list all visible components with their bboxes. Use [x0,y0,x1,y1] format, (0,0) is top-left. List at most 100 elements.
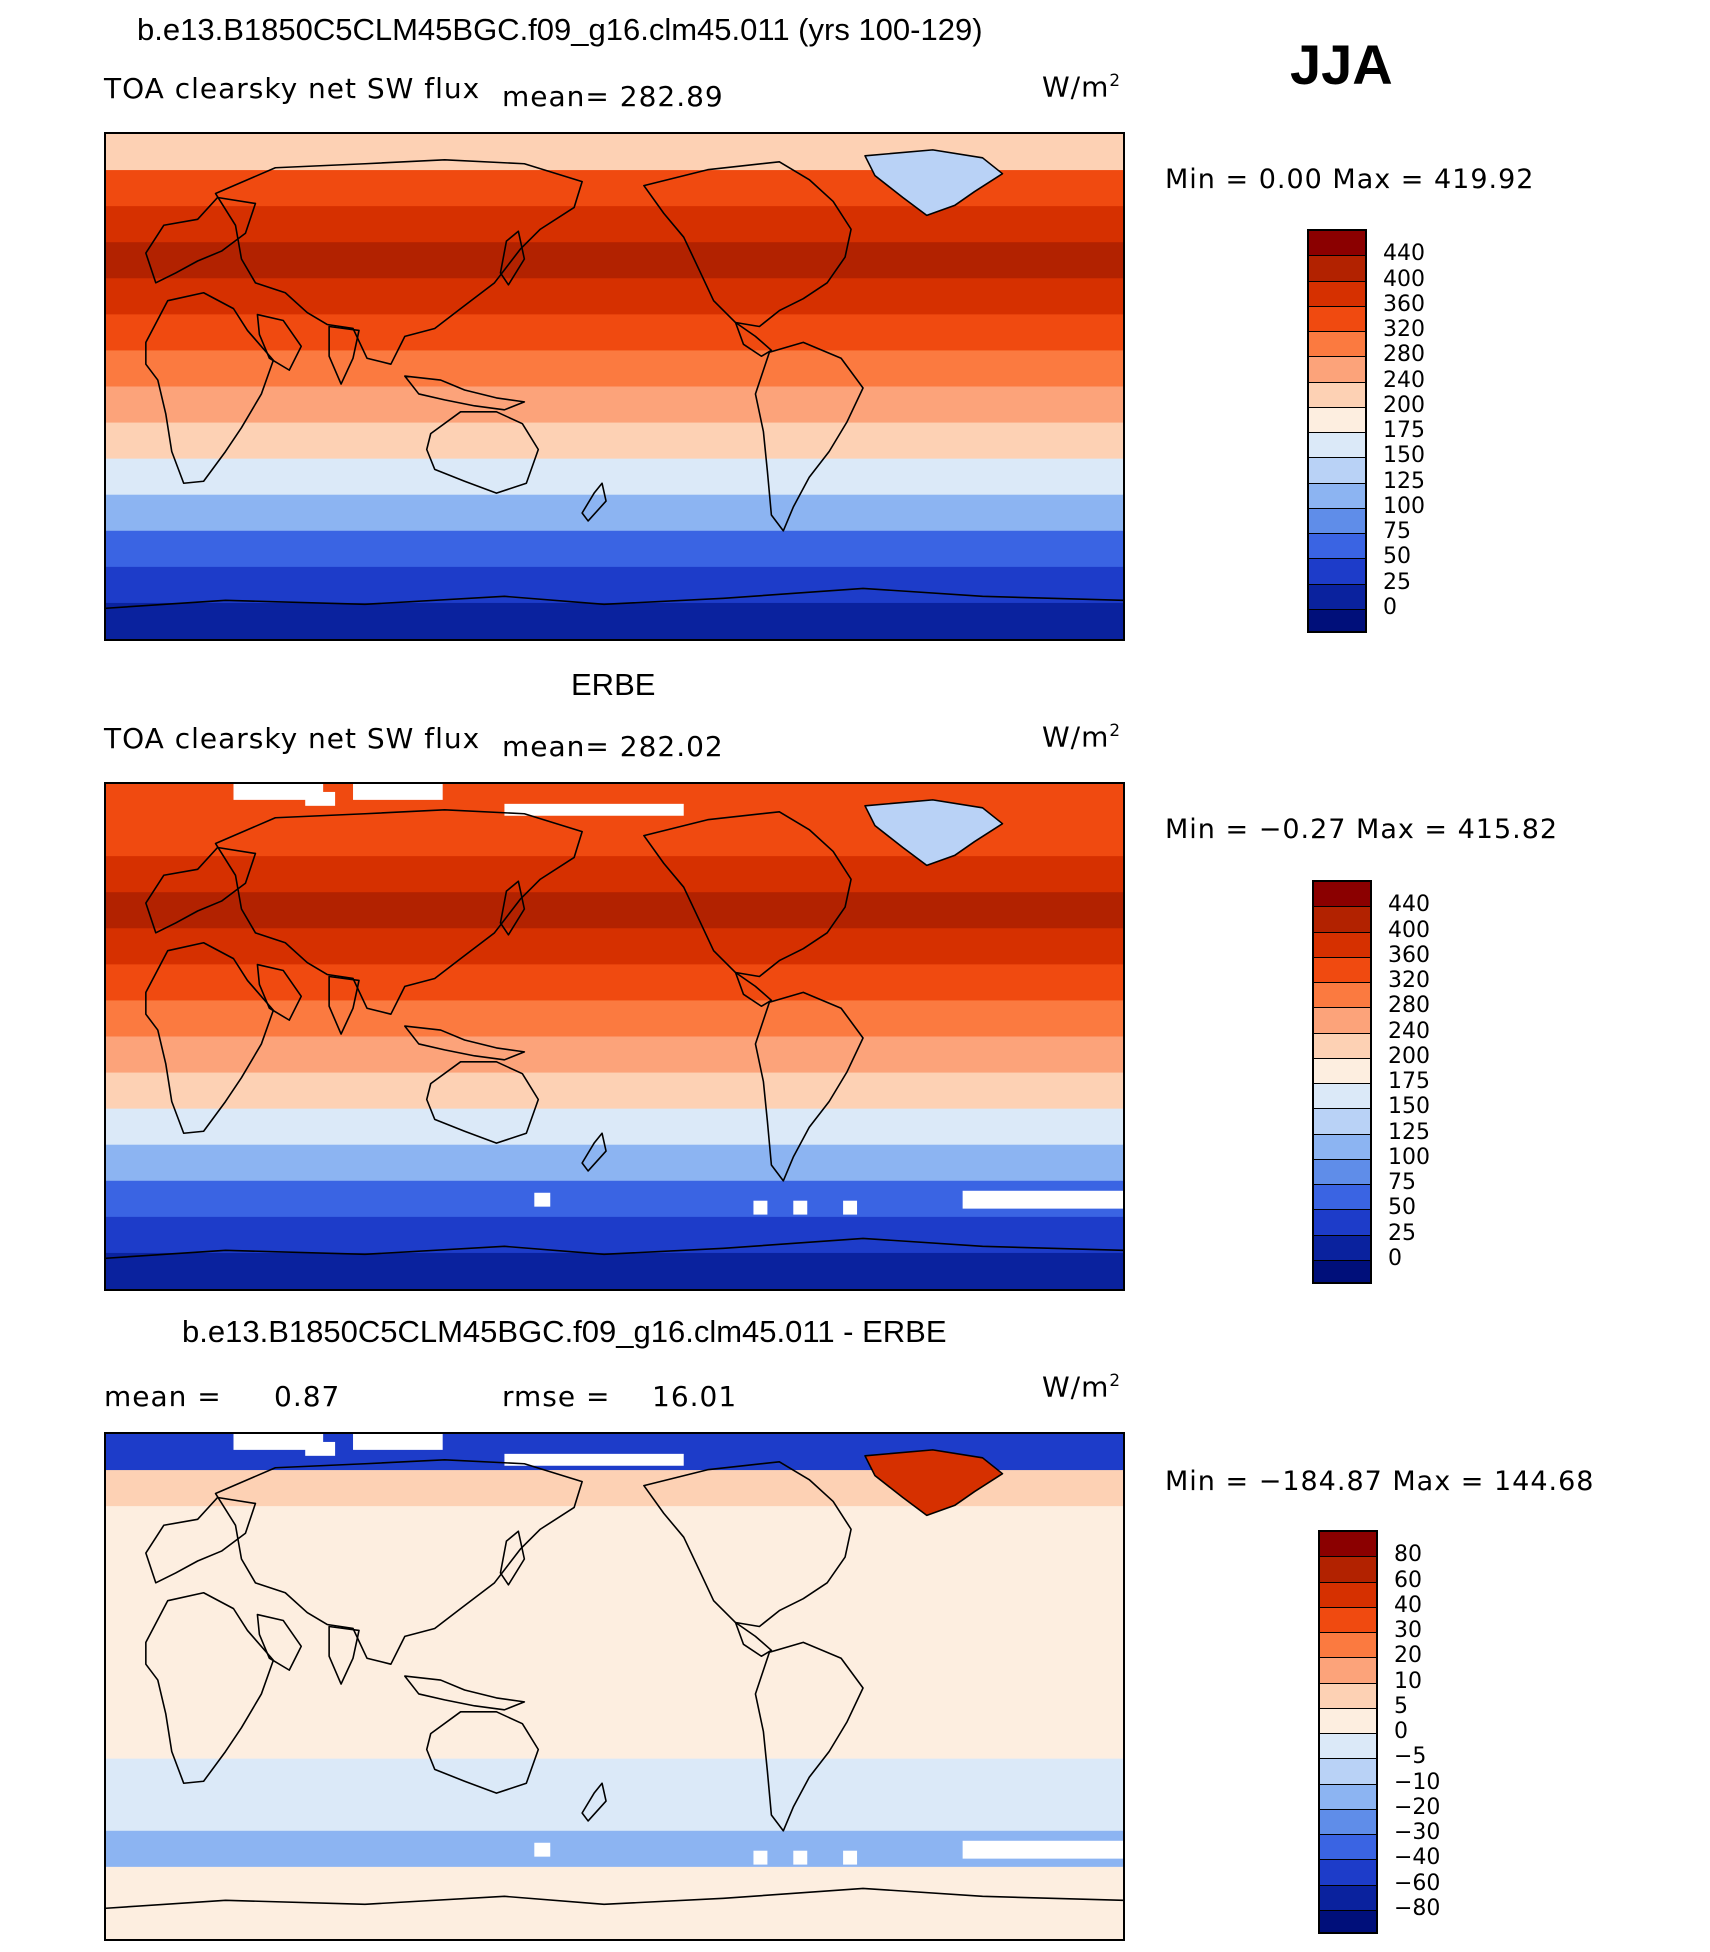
africa-outline [145,1591,275,1785]
colorbar-tick-label: 175 [1388,1069,1430,1094]
panel-2-mean: mean= 282.02 [502,730,724,763]
colorbar-tick-label: 10 [1394,1668,1422,1694]
colorbar-tick-label: 360 [1388,942,1430,968]
panel-3-units: W/m2 [1042,1370,1122,1404]
colorbar-tick-label: 0 [1388,1245,1402,1271]
colorbar-tick-label: 80 [1394,1542,1422,1568]
colorbar-swatch [1314,1109,1370,1135]
colorbar-swatch [1314,957,1370,983]
colorbar-tick-label: 360 [1383,291,1425,317]
colorbar-tick-label: 40 [1394,1592,1422,1618]
asia-outline [214,1459,583,1665]
latitude-band [106,350,1123,388]
colorbar-tick-label: 50 [1388,1195,1416,1221]
indonesia-outline [404,1025,526,1061]
colorbar-swatch [1320,1658,1376,1684]
colorbar-tick-label: 280 [1383,342,1425,368]
greenland-outline [864,799,1004,867]
colorbar-tick-label: 0 [1394,1719,1408,1744]
colorbar-swatch [1320,1582,1376,1608]
panel-1-minmax: Min = 0.00 Max = 419.92 [1165,164,1535,195]
colorbar-tick-label: −60 [1394,1870,1441,1896]
colorbar-tick-label: 320 [1388,968,1430,993]
latitude-band [106,1830,1123,1868]
colorbar-tick-label: 150 [1383,443,1425,469]
europe-outline [145,846,257,934]
japan-outline [499,1530,526,1586]
europe-outline [145,196,257,284]
latitude-band [106,1180,1123,1218]
colorbar-swatch [1320,1784,1376,1810]
japan-outline [499,880,526,936]
new-zealand-outline [581,1132,607,1172]
panel-3-map-svg [106,1434,1123,1939]
colorbar-swatch [1320,1809,1376,1835]
colorbar-tick-label: 440 [1383,241,1425,267]
antarctica-outline [106,1237,1123,1260]
missing-data-patch [962,1840,1123,1859]
colorbar-swatch [1320,1532,1376,1558]
colorbar-swatch [1314,1058,1370,1084]
asia-outline [214,159,583,365]
colorbar-tick-label: −30 [1394,1820,1441,1845]
colorbar-swatch [1309,281,1365,307]
colorbar-tick-label: 125 [1388,1119,1430,1145]
latitude-band [106,856,1123,893]
latitude-band [106,314,1123,352]
panel-1-subtitle: TOA clearsky net SW flux [104,72,481,105]
missing-data-patch [753,1850,768,1865]
panel-1-map-svg [106,134,1123,639]
panel-3-mean-value: 0.87 [274,1380,341,1413]
colorbar-tick-label: 200 [1388,1043,1430,1069]
latitude-band [106,1650,1123,1688]
panel-3-title: b.e13.B1850C5CLM45BGC.f09_g16.clm45.011 … [182,1314,947,1349]
latitude-band [106,206,1123,243]
colorbar-swatch [1314,882,1370,908]
panel-2-colorbar [1312,880,1372,1284]
colorbar-tick-label: −20 [1394,1794,1441,1820]
greenland-outline [864,1449,1004,1517]
latitude-band [106,1866,1123,1904]
latitude-band [106,602,1123,639]
arabia-outline [256,963,303,1021]
colorbar-tick-label: 280 [1388,993,1430,1019]
colorbar-swatch [1314,983,1370,1009]
colorbar-tick-label: 75 [1388,1170,1416,1195]
colorbar-swatch [1309,458,1365,484]
missing-data-patch [793,1850,808,1865]
central-america-outline [734,321,773,358]
latitude-band [106,1072,1123,1110]
greenland-fill [865,799,1003,866]
missing-data-patch [233,784,324,800]
colorbar-swatch [1314,1260,1370,1282]
colorbar-swatch [1320,1607,1376,1633]
latitude-band [106,278,1123,315]
colorbar-swatch [1309,584,1365,610]
missing-data-patch [504,1453,684,1466]
south-america-outline [754,991,864,1182]
latitude-band [106,1108,1123,1146]
colorbar-tick-label: 25 [1388,1220,1416,1246]
latitude-band [106,566,1123,604]
arabia-outline [256,313,303,371]
panel-1-title: b.e13.B1850C5CLM45BGC.f09_g16.clm45.011 … [137,12,983,47]
panel-3-map [104,1432,1125,1941]
colorbar-tick-label: 5 [1394,1693,1408,1719]
colorbar-tick-label: 240 [1388,1018,1430,1044]
panel-2-title: ERBE [571,667,656,702]
missing-data-patch [353,1434,443,1450]
indonesia-outline [404,375,526,411]
panel-3-mean-label: mean = [104,1380,222,1413]
colorbar-swatch [1320,1860,1376,1886]
colorbar-tick-label: 240 [1383,367,1425,393]
colorbar-swatch [1309,433,1365,459]
colorbar-tick-label: 320 [1383,317,1425,342]
greenland-outline [864,149,1004,217]
africa-outline [145,941,275,1135]
australia-outline [425,1711,540,1794]
colorbar-swatch [1309,609,1365,631]
colorbar-swatch [1309,559,1365,585]
new-zealand-outline [581,482,607,522]
latitude-band [106,494,1123,532]
colorbar-swatch [1314,907,1370,933]
